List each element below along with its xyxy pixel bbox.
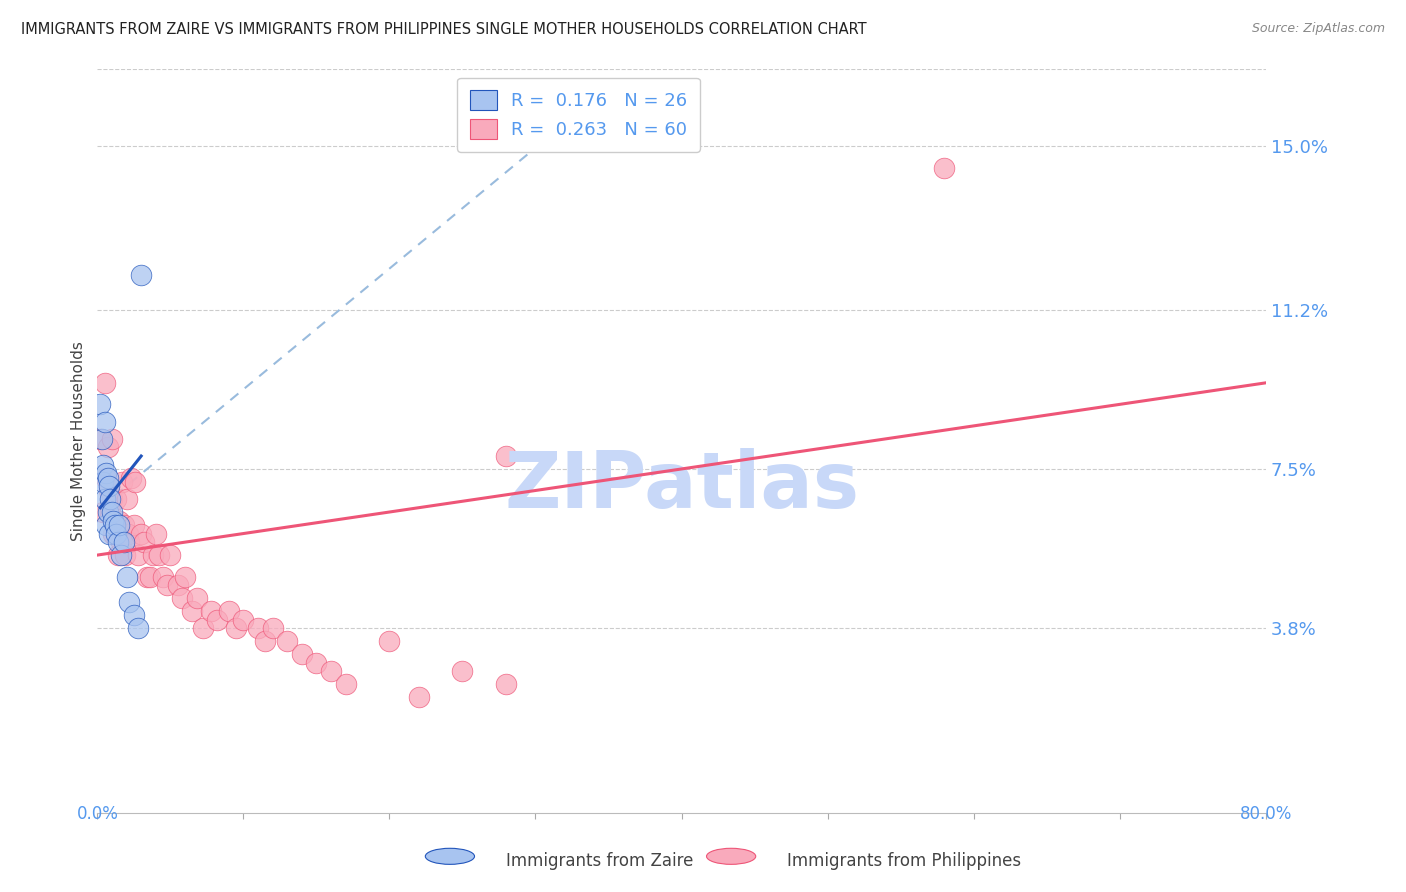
Point [122, 608, 145, 623]
Point [319, 665, 342, 679]
Point [129, 268, 152, 283]
Point [111, 475, 134, 489]
Point [129, 526, 152, 541]
Point [100, 492, 122, 507]
Point [120, 470, 142, 484]
Text: 80.0%: 80.0% [1240, 805, 1292, 822]
Point [104, 517, 127, 532]
Point [142, 548, 165, 562]
Point [934, 161, 956, 175]
Point [93, 415, 115, 429]
Point [122, 517, 145, 532]
Text: 0.0%: 0.0% [76, 805, 118, 822]
Point [127, 548, 149, 562]
Point [94, 467, 117, 481]
Point [105, 526, 128, 541]
Point [191, 621, 214, 635]
Point [132, 535, 155, 549]
Point [118, 535, 141, 549]
Point [127, 621, 149, 635]
Point [98, 479, 121, 493]
Text: Immigrants from Philippines: Immigrants from Philippines [787, 852, 1022, 870]
Point [139, 569, 162, 583]
Point [101, 492, 124, 507]
Point [232, 613, 254, 627]
Point [262, 621, 284, 635]
Point [136, 569, 159, 583]
Point [117, 526, 139, 541]
Point [91, 475, 114, 489]
Point [305, 656, 328, 670]
Point [94, 470, 117, 484]
Point [276, 634, 298, 648]
Point [97, 441, 120, 455]
Point [335, 677, 357, 691]
Point [495, 677, 517, 691]
Point [152, 569, 174, 583]
Point [90, 432, 112, 446]
Point [225, 621, 247, 635]
Point [218, 604, 240, 618]
Point [103, 514, 125, 528]
Point [104, 517, 127, 532]
Point [170, 591, 193, 606]
Point [93, 492, 115, 507]
Legend: R =  0.176   N = 26, R =  0.263   N = 60: R = 0.176 N = 26, R = 0.263 N = 60 [457, 78, 700, 152]
Point [101, 505, 124, 519]
Point [148, 548, 170, 562]
Point [451, 665, 474, 679]
Point [110, 535, 132, 549]
Point [97, 505, 120, 519]
Text: IMMIGRANTS FROM ZAIRE VS IMMIGRANTS FROM PHILIPPINES SINGLE MOTHER HOUSEHOLDS CO: IMMIGRANTS FROM ZAIRE VS IMMIGRANTS FROM… [21, 22, 866, 37]
Point [112, 517, 135, 532]
Point [181, 604, 204, 618]
Point [378, 634, 401, 648]
Point [107, 548, 129, 562]
Point [114, 548, 136, 562]
Text: ZIPatlas: ZIPatlas [503, 448, 859, 524]
Point [115, 492, 138, 507]
Point [94, 517, 117, 532]
Point [101, 432, 124, 446]
Point [98, 483, 121, 498]
Point [166, 578, 188, 592]
Point [156, 578, 179, 592]
Point [89, 397, 111, 411]
Point [291, 647, 314, 661]
Point [145, 526, 167, 541]
Point [103, 526, 125, 541]
Point [247, 621, 270, 635]
Point [110, 548, 132, 562]
Point [174, 569, 197, 583]
Point [91, 505, 114, 519]
Point [254, 634, 277, 648]
Point [408, 690, 430, 705]
Point [107, 535, 129, 549]
Text: Immigrants from Zaire: Immigrants from Zaire [506, 852, 693, 870]
Point [93, 376, 115, 390]
Point [100, 505, 122, 519]
Point [115, 569, 138, 583]
Point [186, 591, 208, 606]
Text: Source: ZipAtlas.com: Source: ZipAtlas.com [1251, 22, 1385, 36]
Point [91, 458, 114, 472]
Point [200, 604, 222, 618]
Point [97, 470, 120, 484]
Point [108, 517, 131, 532]
Point [89, 432, 111, 446]
Point [98, 526, 121, 541]
Point [118, 595, 141, 609]
Point [112, 535, 135, 549]
Point [108, 514, 131, 528]
Point [495, 449, 517, 463]
Point [159, 548, 181, 562]
Point [205, 613, 228, 627]
Point [105, 492, 128, 507]
Point [124, 475, 146, 489]
Y-axis label: Single Mother Households: Single Mother Households [72, 341, 86, 541]
